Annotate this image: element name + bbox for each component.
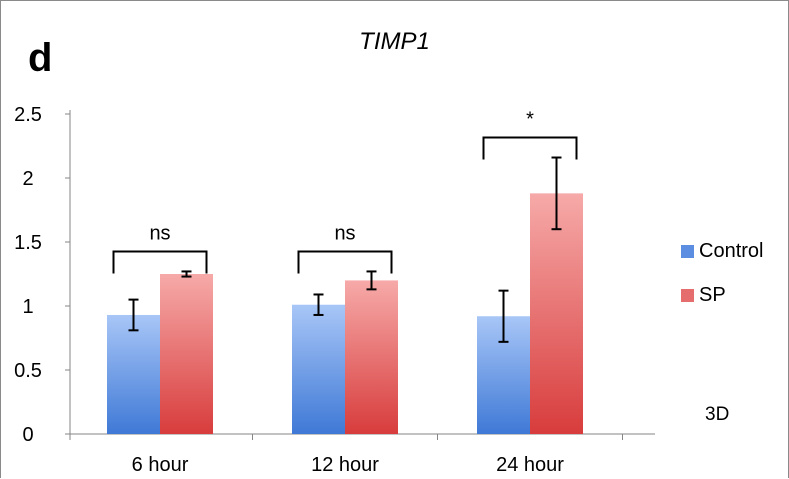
bar-sp-0 <box>160 274 213 434</box>
x-category-label: 6 hour <box>132 454 189 476</box>
y-tick-label: 2.5 <box>14 104 42 126</box>
y-tick-label: 0.5 <box>14 360 42 382</box>
legend-swatch-sp <box>681 288 694 302</box>
legend-item-sp: SP <box>681 280 763 310</box>
x-category-label: 12 hour <box>311 454 379 476</box>
x-category-label: 24 hour <box>496 454 564 476</box>
legend-item-control: Control <box>681 236 763 266</box>
significance-bracket <box>482 136 578 160</box>
chart-title: TIMP1 <box>359 28 430 55</box>
bar-sp-2 <box>530 193 583 434</box>
significance-label: ns <box>334 222 355 244</box>
legend-swatch-control <box>681 244 694 258</box>
significance-label: ns <box>149 222 170 244</box>
y-tick-label: 2 <box>22 168 33 190</box>
bar-control-1 <box>292 304 345 434</box>
panel-label: d <box>28 36 53 80</box>
condition-note: 3D <box>705 404 730 425</box>
significance-bracket <box>112 250 208 274</box>
significance-label: * <box>526 109 534 131</box>
bar-sp-1 <box>345 280 398 434</box>
y-tick-label: 1 <box>22 296 33 318</box>
y-tick-label: 1.5 <box>14 232 42 254</box>
legend-label-sp: SP <box>699 283 726 306</box>
y-tick-label: 0 <box>22 424 33 446</box>
legend-label-control: Control <box>699 239 764 262</box>
bar-control-0 <box>107 314 160 434</box>
significance-bracket <box>297 250 393 274</box>
legend: Control SP <box>681 236 763 324</box>
